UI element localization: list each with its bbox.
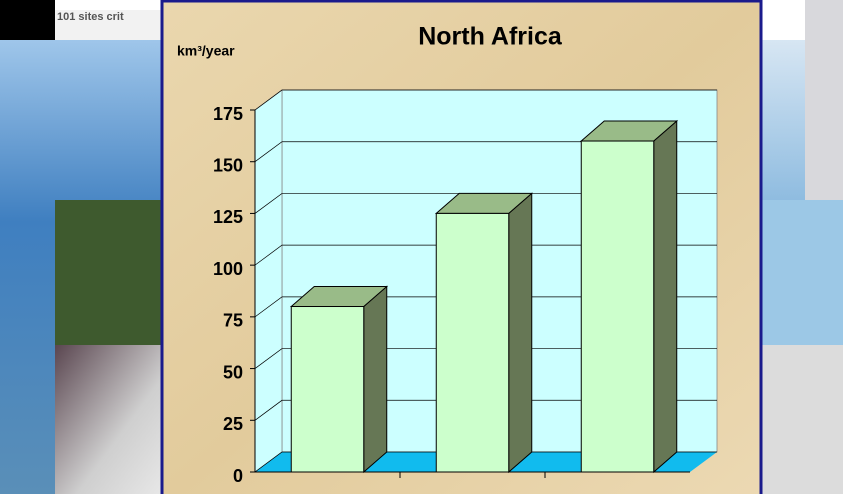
- screenshot: 101 sites crit North Africa km³/year 0 25…: [0, 0, 843, 494]
- page: {"header_text": "101 sites crit", "chart…: [0, 0, 843, 494]
- bar-side: [364, 287, 387, 472]
- y-tick-label: 125: [213, 207, 243, 227]
- bar: [291, 307, 364, 472]
- bar-side: [509, 193, 532, 472]
- header-text: 101 sites crit: [57, 11, 124, 23]
- bar: [436, 213, 509, 472]
- y-tick-label: 175: [213, 104, 243, 124]
- chart-title: North Africa: [418, 23, 563, 51]
- y-tick-label: 50: [223, 362, 243, 382]
- y-tick-label: 100: [213, 259, 243, 279]
- plot-area: 0 25 50 75 100 125 150 175: [213, 90, 717, 486]
- y-tick-label: 75: [223, 311, 243, 331]
- y-axis-label: km³/year: [177, 43, 235, 59]
- side-wall: [255, 90, 282, 472]
- bar-side: [654, 121, 677, 472]
- y-tick-label: 150: [213, 155, 243, 175]
- y-tick-label: 25: [223, 414, 243, 434]
- y-tick-label: 0: [233, 466, 243, 486]
- bar: [581, 141, 654, 472]
